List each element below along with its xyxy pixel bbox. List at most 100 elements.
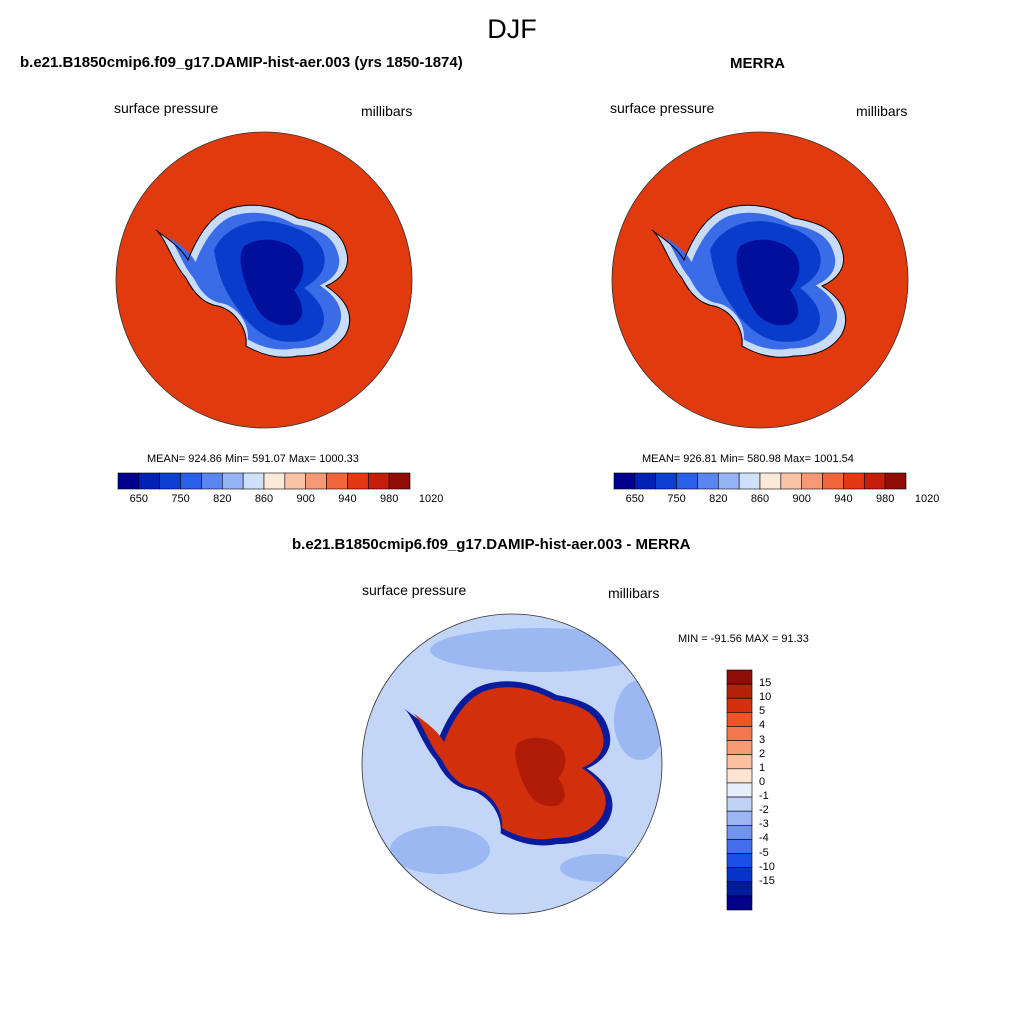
- obs-colorbar-tick-label: 940: [834, 493, 853, 505]
- model-colorbar-box: [138, 472, 161, 490]
- obs-colorbar-tick-label: 750: [667, 493, 686, 505]
- obs-map-border: [611, 131, 909, 429]
- model-colorbar-box: [263, 472, 286, 490]
- model-colorbar-box: [221, 472, 244, 490]
- model-colorbar-box: [117, 472, 140, 490]
- diff-colorbar-tick-label: -10: [759, 860, 775, 873]
- obs-colorbar-box: [717, 472, 740, 490]
- diff-map-border: [361, 613, 663, 915]
- model-variable-label: surface pressure: [114, 100, 219, 116]
- diff-colorbar-box: [726, 669, 753, 685]
- diff-colorbar-box: [726, 810, 753, 826]
- obs-colorbar-tick-label: 900: [792, 493, 811, 505]
- diff-colorbar-tick-label: -15: [759, 874, 775, 887]
- obs-colorbar-box: [780, 472, 803, 490]
- obs-colorbar-box: [843, 472, 865, 490]
- diff-colorbar-tick-label: 1: [759, 761, 766, 774]
- obs-colorbar-tick-label: 980: [875, 493, 895, 505]
- obs-panel-title: MERRA: [730, 55, 785, 72]
- obs-map: [611, 131, 909, 429]
- model-map: [115, 131, 413, 429]
- model-colorbar-tick-label: 1020: [418, 493, 444, 505]
- diff-colorbar-box: [726, 867, 753, 883]
- obs-units-label: millibars: [856, 103, 908, 119]
- diff-ocean-blob-e: [614, 680, 662, 760]
- obs-colorbar-box: [697, 472, 719, 490]
- model-panel-title: b.e21.B1850cmip6.f09_g17.DAMIP-hist-aer.…: [20, 54, 463, 71]
- diff-colorbar-tick-label: -2: [759, 804, 769, 817]
- model-colorbar-box: [388, 472, 411, 490]
- diff-ocean-band-north: [430, 628, 650, 672]
- model-units-label: millibars: [361, 103, 413, 119]
- diff-colorbar-box: [726, 881, 753, 897]
- obs-colorbar-box: [738, 472, 761, 490]
- diff-colorbar-tick-label: 0: [759, 775, 766, 788]
- model-colorbar-tick-label: 900: [296, 493, 315, 505]
- obs-colorbar-box: [863, 472, 886, 490]
- diff-colorbar-tick-label: 10: [759, 691, 772, 704]
- model-colorbar: [117, 472, 411, 490]
- obs-colorbar-box: [676, 472, 698, 490]
- diff-colorbar-box: [726, 853, 753, 868]
- model-stats: MEAN= 924.86 Min= 591.07 Max= 1000.33: [147, 453, 359, 465]
- diff-colorbar-tick-label: -3: [759, 818, 769, 831]
- diff-colorbar-tick-label: -5: [759, 846, 769, 859]
- obs-variable-label: surface pressure: [610, 100, 715, 116]
- obs-colorbar-box: [801, 472, 823, 490]
- diff-stats: MIN = -91.56 MAX = 91.33: [678, 633, 809, 645]
- diff-variable-label: surface pressure: [362, 582, 467, 598]
- obs-colorbar-box: [822, 472, 844, 490]
- diff-ocean-blob-se: [560, 854, 640, 882]
- model-colorbar-box: [305, 472, 327, 490]
- model-colorbar-box: [201, 472, 223, 490]
- diff-colorbar: [726, 669, 753, 911]
- obs-colorbar-tick-label: 650: [625, 493, 645, 505]
- model-colorbar-tick-label: 650: [129, 493, 149, 505]
- obs-colorbar-box: [759, 472, 782, 490]
- diff-colorbar-box: [726, 726, 753, 741]
- obs-stats: MEAN= 926.81 Min= 580.98 Max= 1001.54: [642, 453, 854, 465]
- diff-colorbar-tick-label: 2: [759, 747, 766, 760]
- diff-colorbar-box: [726, 683, 753, 699]
- diff-colorbar-box: [726, 782, 753, 798]
- diff-panel-title: b.e21.B1850cmip6.f09_g17.DAMIP-hist-aer.…: [292, 536, 691, 553]
- diff-units-label: millibars: [608, 585, 660, 601]
- model-colorbar-box: [242, 472, 265, 490]
- model-colorbar-box: [347, 472, 369, 490]
- season-title: DJF: [487, 14, 537, 44]
- diff-colorbar-box: [726, 824, 753, 840]
- obs-colorbar-box: [613, 472, 636, 490]
- diff-colorbar-box: [726, 796, 753, 812]
- diff-colorbar-tick-label: -4: [759, 832, 769, 845]
- model-colorbar-tick-label: 940: [338, 493, 357, 505]
- model-colorbar-tick-label: 980: [379, 493, 399, 505]
- model-colorbar-tick-label: 860: [254, 493, 274, 505]
- obs-colorbar-tick-label: 860: [750, 493, 770, 505]
- model-colorbar-box: [159, 472, 181, 490]
- diff-colorbar-tick-label: 15: [759, 677, 772, 690]
- diff-colorbar-tick-label: 3: [759, 733, 766, 746]
- diff-colorbar-box: [726, 768, 753, 784]
- model-colorbar-tick-label: 750: [171, 493, 190, 505]
- model-colorbar-box: [284, 472, 307, 490]
- diff-colorbar-box: [726, 754, 753, 770]
- obs-colorbar-box: [634, 472, 657, 490]
- diff-colorbar-tick-label: 4: [759, 719, 766, 732]
- diff-colorbar-box: [726, 697, 753, 713]
- model-map-border: [115, 131, 413, 429]
- diff-colorbar-box: [726, 895, 753, 911]
- diff-ocean-blob-sw: [390, 826, 490, 874]
- diff-colorbar-box: [726, 712, 753, 727]
- obs-colorbar-box: [655, 472, 677, 490]
- model-colorbar-box: [367, 472, 390, 490]
- obs-colorbar-box: [884, 472, 907, 490]
- diff-map: [361, 613, 663, 915]
- obs-colorbar: [613, 472, 907, 490]
- model-colorbar-box: [180, 472, 202, 490]
- diff-colorbar-box: [726, 740, 753, 756]
- model-colorbar-box: [326, 472, 348, 490]
- diff-colorbar-box: [726, 839, 753, 854]
- obs-colorbar-tick-label: 1020: [914, 493, 940, 505]
- obs-colorbar-tick-label: 820: [709, 493, 728, 505]
